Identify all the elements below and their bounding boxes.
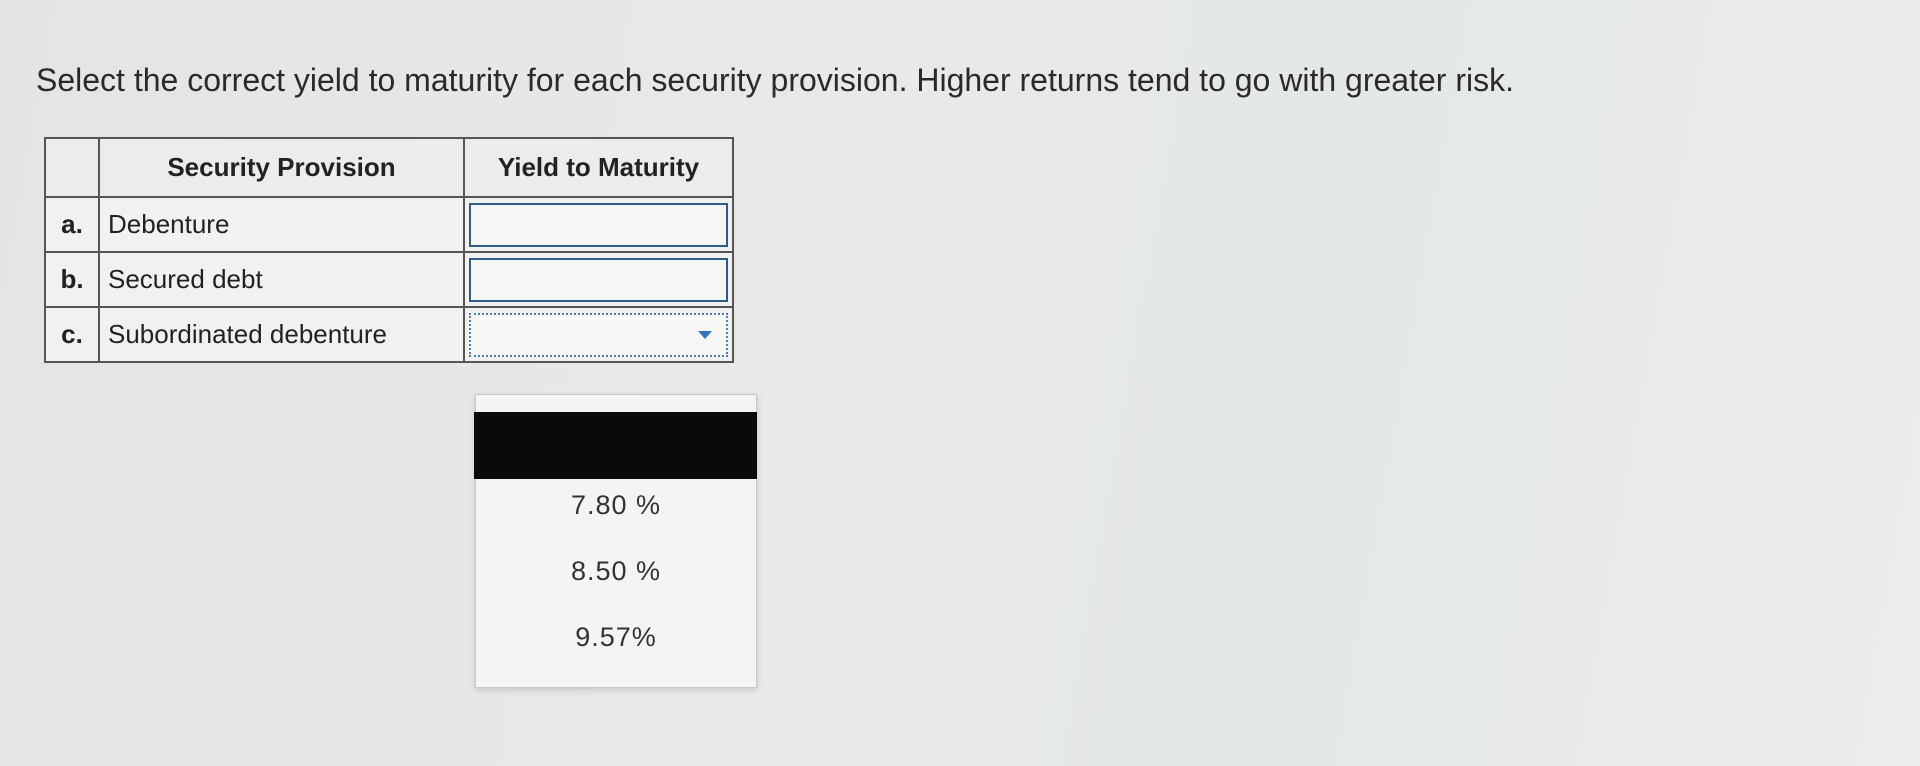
header-cell: Security Provision: [98, 137, 465, 198]
row-provision: Subordinated debenture: [98, 306, 465, 363]
dropdown-option[interactable]: 9.57%: [575, 622, 657, 652]
dropdown-option[interactable]: 7.80 %: [570, 490, 662, 520]
dropdown-menu: 7.80 % 8.50 % 9.57%: [474, 394, 757, 688]
dropdown-caret: [698, 330, 712, 339]
header-cell: Yield to Maturity: [463, 137, 734, 198]
highlighted-option[interactable]: [474, 412, 757, 479]
yield-select[interactable]: [469, 257, 728, 302]
row: a. Debenture: [44, 196, 734, 253]
yield-select[interactable]: [469, 202, 728, 247]
row-provision: Secured debt: [98, 251, 465, 308]
header-row: Security Provision Yield to Maturity: [44, 137, 734, 198]
instruction: Select the correct yield to maturity for…: [36, 62, 1514, 98]
row-letter: c.: [44, 306, 100, 363]
row: b. Secured debt: [44, 251, 734, 308]
dropdown-option[interactable]: 8.50 %: [570, 556, 662, 586]
yield-cell: [463, 196, 734, 253]
row-letter: a.: [44, 196, 100, 253]
provision-table: Security Provision Yield to Maturity a. …: [44, 137, 734, 363]
row: c. Subordinated debenture: [44, 306, 734, 363]
yield-cell: [463, 306, 734, 363]
header-blank: [44, 137, 100, 198]
yield-cell: [463, 251, 734, 308]
row-letter: b.: [44, 251, 100, 308]
row-provision: Debenture: [98, 196, 465, 253]
yield-select[interactable]: [469, 312, 728, 357]
